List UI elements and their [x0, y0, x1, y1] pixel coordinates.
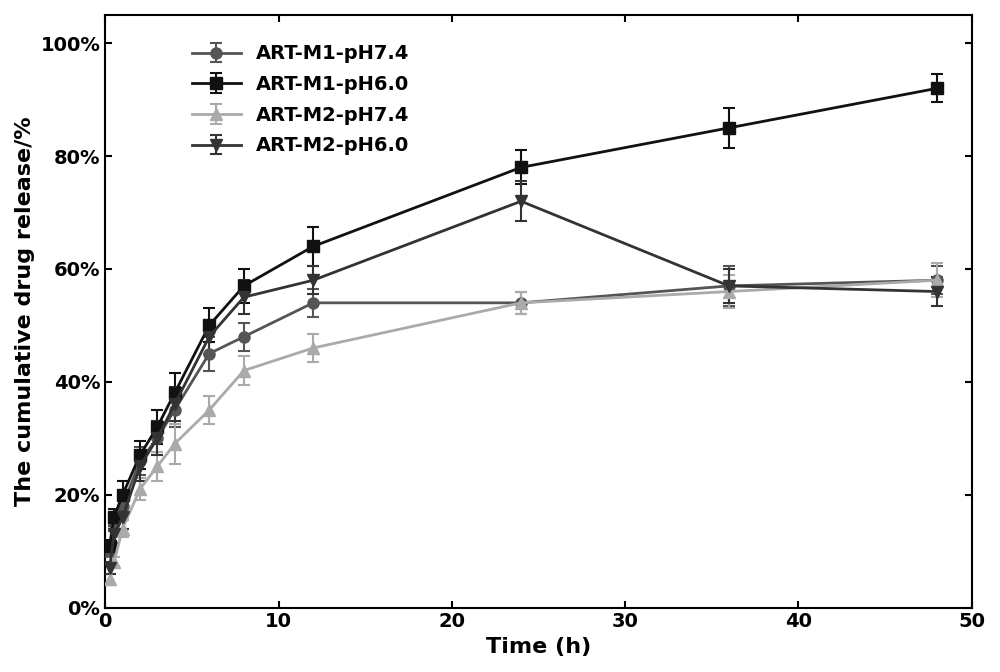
Legend: ART-M1-pH7.4, ART-M1-pH6.0, ART-M2-pH7.4, ART-M2-pH6.0: ART-M1-pH7.4, ART-M1-pH6.0, ART-M2-pH7.4… [184, 36, 417, 163]
X-axis label: Time (h): Time (h) [486, 637, 591, 657]
Y-axis label: The cumulative drug release/%: The cumulative drug release/% [15, 116, 35, 506]
